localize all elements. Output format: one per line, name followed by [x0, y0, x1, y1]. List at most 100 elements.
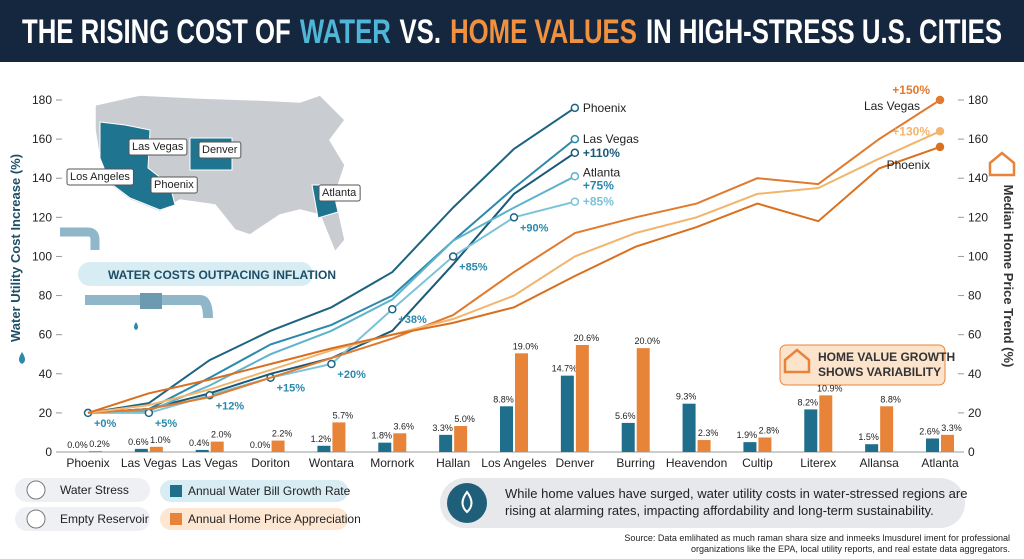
bar-label: 2.8%: [759, 425, 780, 435]
title-banner: [0, 0, 1024, 62]
line: [87, 145, 941, 414]
bar-label: 5.7%: [333, 410, 354, 420]
line-label: Phoenix: [887, 158, 930, 172]
bar: [271, 440, 285, 452]
bar: [697, 440, 711, 452]
point-label: +20%: [337, 369, 366, 381]
legend-label: Annual Water Bill Growth Rate: [188, 484, 351, 498]
line-end: [570, 148, 580, 158]
x-tick-label: Heavendon: [666, 456, 727, 470]
bar-label: 3.3%: [941, 423, 962, 433]
y2-tick-label: 180: [968, 93, 988, 107]
bar: [804, 409, 818, 452]
map-label: Phoenix: [154, 179, 194, 191]
bar-label: 2.0%: [211, 430, 232, 440]
map-label-box: [150, 176, 198, 194]
source: organizations like the EPA, local utilit…: [691, 544, 1010, 554]
line-label: Atlanta: [583, 165, 621, 179]
map-label-box: [318, 184, 361, 202]
drop-icon: [461, 490, 473, 514]
line-label: +130%: [892, 124, 930, 138]
bar: [195, 449, 209, 452]
marker: [388, 304, 397, 314]
y-tick-label: 120: [32, 210, 52, 224]
bar: [636, 348, 650, 452]
line-end: [935, 127, 945, 136]
x-tick-label: Mornork: [370, 456, 415, 470]
info-text: rising at alarming rates, impacting affo…: [505, 503, 934, 518]
line-label: Phoenix: [583, 101, 626, 115]
line-end: [935, 95, 945, 105]
y2-axis-title: Median Home Price Trend (%): [1001, 185, 1016, 368]
bar: [682, 403, 696, 452]
bar: [743, 442, 757, 452]
point-label: +90%: [520, 222, 549, 234]
key-label: Empty Reservoir: [60, 512, 149, 526]
x-tick-label: Atlanta: [921, 456, 959, 470]
callout: WATER COSTS OUTPACING INFLATION: [108, 268, 336, 282]
line-label: +110%: [583, 146, 620, 160]
map-label: Las Vegas: [132, 141, 184, 153]
bar-label: 8.8%: [493, 394, 514, 404]
line-label: +85%: [583, 195, 614, 209]
bar-label: 0.0%: [250, 440, 271, 450]
bar-label: 0.4%: [189, 438, 210, 448]
y2-tick-label: 100: [968, 249, 988, 263]
point-label: +5%: [155, 418, 178, 430]
line: [87, 138, 576, 414]
line-end: [570, 103, 580, 113]
bar: [454, 426, 468, 452]
chart-title: THE RISING COST OFWATERVS. HOME VALUESIN …: [22, 13, 1002, 51]
marker: [448, 252, 458, 261]
x-tick-label: Las Vegas: [182, 456, 238, 470]
bar-label: 2.2%: [272, 429, 293, 439]
bar: [500, 406, 513, 452]
title-part: THE RISING COST OF: [22, 13, 291, 51]
bar: [575, 345, 589, 452]
y-tick-label: 140: [32, 171, 52, 185]
point-label: +38%: [398, 314, 427, 326]
bar-label: 9.3%: [676, 392, 697, 402]
y2-tick-label: 80: [968, 289, 982, 303]
callout: SHOWS VARIABILITY: [818, 365, 941, 379]
bar: [134, 448, 148, 452]
bar-label: 1.2%: [311, 434, 332, 444]
bar: [317, 445, 331, 452]
map-label-box: [128, 138, 188, 156]
map-label-box: [66, 168, 134, 186]
x-tick-label: Phoenix: [66, 456, 109, 470]
bar: [332, 422, 346, 452]
x-tick-label: Wontara: [309, 456, 354, 470]
bar: [560, 375, 574, 452]
point-label: +85%: [459, 261, 488, 273]
bar: [515, 353, 528, 452]
x-tick-label: Cultip: [742, 456, 773, 470]
info-box: [440, 478, 965, 528]
legend-swatch: [170, 513, 182, 525]
line-note: +75%: [583, 178, 614, 192]
bar: [926, 438, 939, 452]
x-tick-label: Las Vegas: [121, 456, 177, 470]
y-tick-label: 100: [32, 249, 52, 263]
bar-label: 1.0%: [150, 435, 171, 445]
y-tick-label: 80: [39, 289, 53, 303]
bar-label: 3.6%: [394, 421, 415, 431]
bar: [439, 434, 453, 452]
x-tick-label: Burring: [616, 456, 655, 470]
bar-label: 0.2%: [89, 439, 110, 449]
line: [87, 130, 941, 414]
title-part: VS.: [399, 13, 440, 51]
marker: [509, 213, 519, 222]
title-part: WATER: [300, 13, 391, 51]
house-icon: [988, 151, 1016, 177]
bar: [89, 450, 102, 452]
key: [15, 478, 150, 531]
bar: [941, 434, 954, 452]
legend-box: [160, 508, 348, 530]
y-tick-label: 160: [32, 132, 52, 146]
y2-tick-label: 140: [968, 171, 988, 185]
map-label: Atlanta: [322, 187, 357, 199]
line-note: +150%: [892, 83, 930, 97]
bar-label: 19.0%: [513, 341, 539, 351]
